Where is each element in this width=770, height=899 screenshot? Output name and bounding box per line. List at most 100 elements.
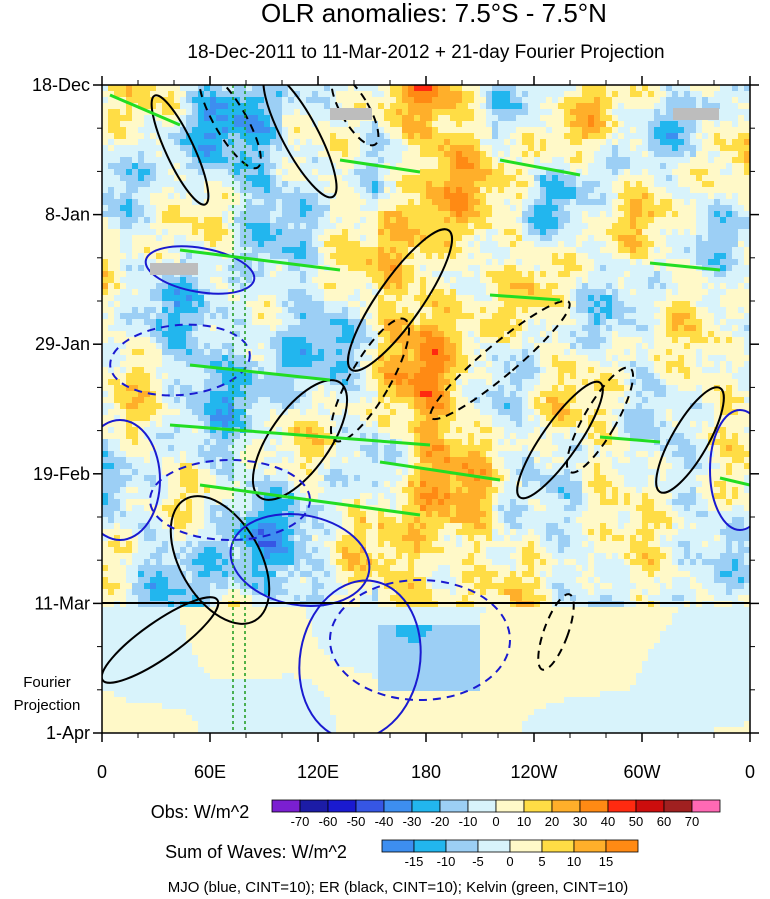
olr-cell (606, 331, 613, 338)
olr-cell (240, 175, 247, 182)
olr-cell (720, 349, 727, 356)
olr-cell (276, 313, 283, 320)
olr-cell (552, 199, 559, 206)
olr-cell (738, 115, 745, 122)
olr-cell (636, 175, 643, 182)
olr-cell (534, 205, 541, 212)
olr-cell (150, 205, 157, 212)
olr-cell (132, 121, 139, 128)
olr-cell (432, 115, 439, 122)
olr-cell (264, 163, 271, 170)
olr-cell (708, 253, 715, 260)
olr-cell (378, 337, 385, 344)
olr-cell (402, 217, 409, 224)
olr-cell (396, 229, 403, 236)
olr-cell (720, 205, 727, 212)
olr-cell (720, 337, 727, 344)
olr-cell (348, 97, 355, 104)
olr-cell (138, 325, 145, 332)
olr-cell (594, 199, 601, 206)
olr-cell (702, 337, 709, 344)
olr-cell (708, 343, 715, 350)
olr-cell (282, 121, 289, 128)
olr-cell (744, 331, 750, 338)
olr-cell (288, 127, 295, 134)
olr-cell (264, 199, 271, 206)
olr-cell (702, 307, 709, 314)
olr-cell (726, 91, 733, 98)
olr-cell (606, 175, 613, 182)
olr-cell (660, 271, 667, 278)
olr-cell (276, 289, 283, 296)
olr-cell (234, 343, 241, 350)
olr-cell (720, 127, 727, 134)
olr-cell (558, 247, 565, 254)
olr-cell (462, 115, 469, 122)
olr-cell (654, 103, 661, 110)
olr-cell (648, 157, 655, 164)
olr-cell (180, 241, 187, 248)
olr-cell (558, 325, 565, 332)
olr-cell (108, 295, 115, 302)
olr-cell (186, 211, 193, 218)
olr-cell (576, 259, 583, 266)
olr-cell (600, 133, 607, 140)
olr-cell (702, 151, 709, 158)
olr-cell (318, 127, 325, 134)
olr-cell (120, 325, 127, 332)
olr-cell (456, 139, 463, 146)
olr-cell (702, 277, 709, 284)
olr-cell (714, 91, 721, 98)
olr-cell (702, 355, 709, 362)
olr-cell (186, 127, 193, 134)
olr-cell (354, 163, 361, 170)
olr-cell (582, 235, 589, 242)
olr-cell (114, 223, 121, 230)
olr-cell (174, 277, 181, 284)
olr-cell (480, 229, 487, 236)
olr-cell (714, 103, 721, 110)
olr-cell (534, 241, 541, 248)
olr-cell (258, 97, 265, 104)
olr-cell (180, 277, 187, 284)
olr-cell (396, 103, 403, 110)
olr-cell (168, 109, 175, 116)
olr-cell (204, 331, 211, 338)
olr-cell (366, 229, 373, 236)
olr-cell (720, 91, 727, 98)
olr-cell (504, 163, 511, 170)
olr-cell (576, 325, 583, 332)
olr-cell (534, 307, 541, 314)
olr-cell (210, 349, 217, 356)
olr-cell (180, 259, 187, 266)
olr-cell (504, 229, 511, 236)
olr-cell (702, 313, 709, 320)
olr-cell (300, 205, 307, 212)
olr-cell (138, 157, 145, 164)
olr-cell (444, 97, 451, 104)
olr-cell (360, 271, 367, 278)
olr-cell (174, 91, 181, 98)
olr-cell (726, 307, 733, 314)
olr-cell (462, 133, 469, 140)
olr-cell (456, 133, 463, 140)
olr-cell (720, 301, 727, 308)
olr-cell (252, 181, 259, 188)
olr-cell (342, 343, 349, 350)
olr-cell (618, 175, 625, 182)
olr-cell (144, 121, 151, 128)
olr-cell (432, 211, 439, 218)
olr-cell (294, 235, 301, 242)
olr-cell (468, 121, 475, 128)
olr-cell (414, 295, 421, 302)
olr-cell (390, 265, 397, 272)
olr-cell (576, 295, 583, 302)
olr-cell (684, 163, 691, 170)
olr-cell (516, 229, 523, 236)
olr-cell (678, 277, 685, 284)
olr-cell (702, 289, 709, 296)
olr-cell (636, 277, 643, 284)
olr-cell (270, 349, 277, 356)
olr-cell (120, 163, 127, 170)
olr-cell (210, 211, 217, 218)
